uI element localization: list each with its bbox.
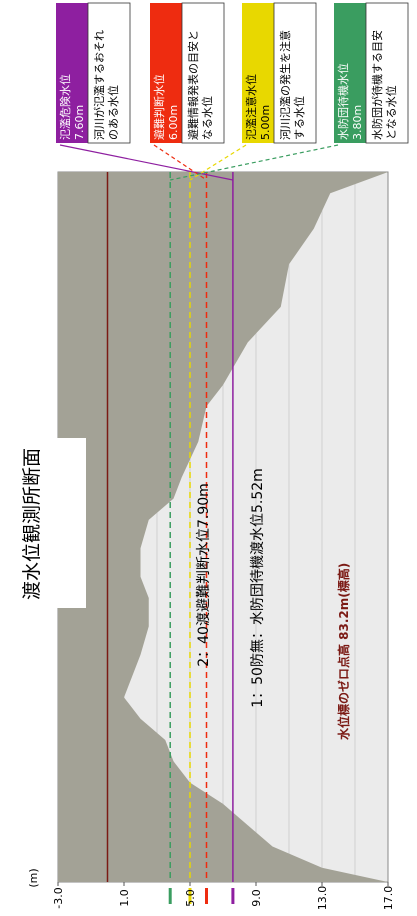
legend-item-warning: 氾濫注意水位 5.00m 河川氾濫の発生を注意 する水位 bbox=[242, 2, 317, 144]
legend-desc-box bbox=[365, 2, 409, 144]
annotation-standby: 1：50防無：水防団待機渡水位5.52m bbox=[250, 468, 266, 708]
legend-level-value: 5.00m bbox=[259, 105, 272, 140]
legend-description: となる水位 bbox=[384, 85, 398, 140]
river-bed-area bbox=[58, 172, 388, 882]
legend-description: 避難情報発表の目安と bbox=[186, 30, 200, 140]
legend-level-value: 3.80m bbox=[351, 105, 364, 140]
y-tick-label: 9.0 bbox=[250, 889, 263, 907]
level-marker-danger bbox=[231, 888, 235, 904]
legend-description: 河川が氾濫するおそれ bbox=[92, 30, 106, 140]
legend-color-box bbox=[56, 3, 88, 143]
chart-title: 渡水位観測所断面 bbox=[21, 448, 43, 600]
legend-level-name: 氾濫危険水位 bbox=[58, 74, 72, 140]
legend-desc-box bbox=[181, 2, 225, 144]
legend-description: なる水位 bbox=[200, 96, 214, 140]
level-marker-warning bbox=[188, 888, 192, 904]
zero-point-label: 水位標のゼロ点高 83.2m(標高) bbox=[336, 563, 351, 740]
blank-label-box bbox=[56, 438, 86, 608]
y-tick-label: 1.0 bbox=[118, 889, 131, 907]
legend-level-value: 6.00m bbox=[167, 105, 180, 140]
y-axis-unit: (m) bbox=[27, 868, 40, 887]
legend-item-evacuation: 避難判断水位 6.00m 避難情報発表の目安と なる水位 bbox=[150, 2, 225, 144]
y-tick-label: 5.0 bbox=[184, 889, 197, 907]
annotation-evacuation: 2：40渡避難判断水位7.90m bbox=[196, 483, 212, 667]
y-tick-label: 13.0 bbox=[316, 886, 329, 911]
legend-desc-box bbox=[273, 2, 317, 144]
legend-level-name: 水防団待機水位 bbox=[336, 63, 350, 140]
connector-danger bbox=[59, 144, 234, 181]
y-tick-label: 17.0 bbox=[382, 886, 395, 911]
legend-color-box bbox=[334, 3, 366, 143]
y-tick-label: -3.0 bbox=[52, 887, 65, 908]
legend-level-name: 氾濫注意水位 bbox=[244, 74, 258, 140]
legend-item-danger: 氾濫危険水位 7.60m 河川が氾濫するおそれ のある水位 bbox=[56, 2, 131, 144]
legend-desc-box bbox=[87, 2, 131, 144]
legend-description: 河川氾濫の発生を注意 bbox=[278, 30, 292, 140]
legend-color-box bbox=[242, 3, 274, 143]
legend-description: 水防団が待機する目安 bbox=[370, 30, 384, 140]
level-marker-standby bbox=[168, 888, 172, 904]
connector-standby bbox=[170, 144, 339, 181]
legend-item-standby: 水防団待機水位 3.80m 水防団が待機する目安 となる水位 bbox=[334, 2, 409, 144]
legend-level-name: 避難判断水位 bbox=[152, 74, 166, 140]
legend-level-value: 7.60m bbox=[73, 105, 86, 140]
legend-description: のある水位 bbox=[106, 85, 120, 140]
legend-description: する水位 bbox=[292, 96, 306, 140]
legend-color-box bbox=[150, 3, 182, 143]
level-marker-evacuation bbox=[205, 888, 208, 904]
